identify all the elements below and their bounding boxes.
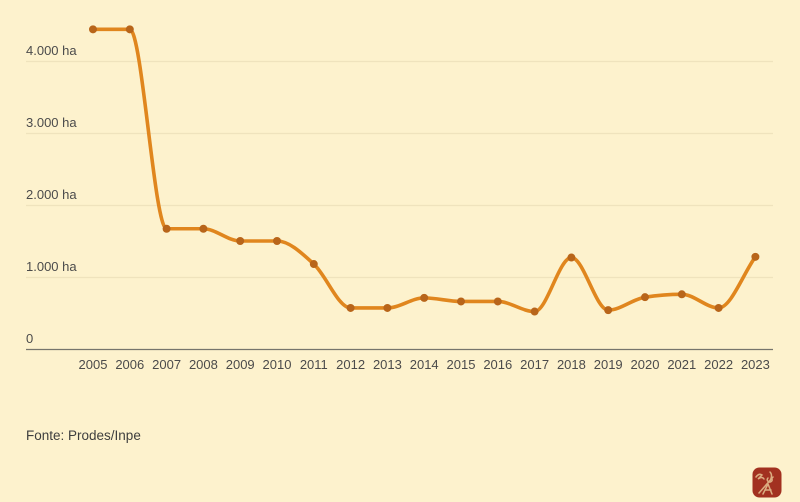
- svg-text:2019: 2019: [594, 357, 623, 372]
- svg-text:2005: 2005: [79, 357, 108, 372]
- svg-text:2020: 2020: [631, 357, 660, 372]
- source-note: Fonte: Prodes/Inpe: [26, 428, 141, 443]
- svg-text:2009: 2009: [226, 357, 255, 372]
- stamp-scribble: [755, 471, 774, 495]
- svg-text:0: 0: [26, 331, 33, 346]
- svg-text:2014: 2014: [410, 357, 439, 372]
- svg-text:2011: 2011: [300, 357, 328, 372]
- svg-text:2022: 2022: [704, 357, 733, 372]
- svg-text:2010: 2010: [263, 357, 292, 372]
- svg-text:2023: 2023: [741, 357, 770, 372]
- svg-text:2.000 ha: 2.000 ha: [26, 187, 77, 202]
- svg-text:2006: 2006: [115, 357, 144, 372]
- svg-text:2015: 2015: [447, 357, 476, 372]
- signature-logo-icon: [752, 467, 782, 498]
- signature-stamp-logo: [752, 467, 782, 498]
- svg-text:2018: 2018: [557, 357, 586, 372]
- svg-text:2008: 2008: [189, 357, 218, 372]
- svg-text:2016: 2016: [483, 357, 512, 372]
- svg-text:2007: 2007: [152, 357, 181, 372]
- svg-text:3.000 ha: 3.000 ha: [26, 115, 77, 130]
- svg-text:2017: 2017: [520, 357, 549, 372]
- svg-text:2012: 2012: [336, 357, 365, 372]
- svg-text:4.000 ha: 4.000 ha: [26, 43, 77, 58]
- svg-text:2013: 2013: [373, 357, 402, 372]
- svg-text:2021: 2021: [667, 357, 696, 372]
- stamp-background: [752, 467, 782, 498]
- svg-text:1.000 ha: 1.000 ha: [26, 259, 77, 274]
